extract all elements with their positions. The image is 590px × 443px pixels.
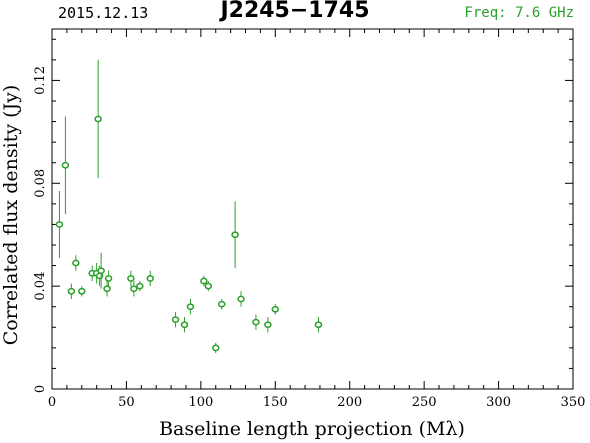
x-tick-label: 150 (263, 395, 288, 410)
data-point (200, 277, 208, 285)
plot-frame (51, 28, 574, 390)
y-tick-label: 0.04 (33, 272, 48, 301)
source-title: J2245−1745 (220, 0, 370, 23)
x-tick-label: 0 (48, 395, 56, 410)
data-point (61, 161, 70, 169)
x-tick-label: 250 (412, 395, 437, 410)
data-point (252, 318, 260, 326)
y-axis-title: Correlated flux density (Jy) (0, 85, 22, 346)
data-point (78, 287, 86, 295)
data-point (204, 282, 213, 290)
x-axis-title: Baseline length projection (Mλ) (159, 418, 465, 440)
data-point (67, 287, 76, 295)
data-point (104, 275, 113, 282)
data-point (103, 285, 111, 293)
data-point (136, 282, 144, 290)
data-point (264, 321, 272, 329)
data-point (231, 231, 239, 239)
x-tick-label: 100 (188, 395, 213, 410)
data-point (127, 275, 135, 282)
frequency-label: Freq: 7.6 GHz (464, 5, 574, 21)
data-point (211, 344, 220, 352)
data-point (171, 316, 180, 323)
observation-date: 2015.12.13 (58, 4, 149, 22)
data-point (237, 295, 245, 303)
data-point (180, 321, 189, 329)
data-point (130, 285, 138, 293)
x-tick-label: 50 (118, 395, 135, 410)
data-point (55, 221, 64, 228)
x-tick-label: 300 (486, 395, 511, 410)
y-tick-label: 0.08 (33, 169, 48, 198)
y-tick-label: 0 (33, 385, 48, 393)
data-point (217, 300, 226, 308)
data-point (94, 115, 102, 123)
x-tick-label: 350 (561, 395, 586, 410)
x-tick-label: 200 (337, 395, 362, 410)
data-point (314, 321, 323, 329)
data-point (146, 275, 154, 282)
y-tick-label: 0.12 (33, 66, 48, 95)
data-point (97, 267, 105, 275)
data-point (271, 305, 280, 313)
data-point (72, 259, 80, 267)
data-point (186, 303, 195, 311)
